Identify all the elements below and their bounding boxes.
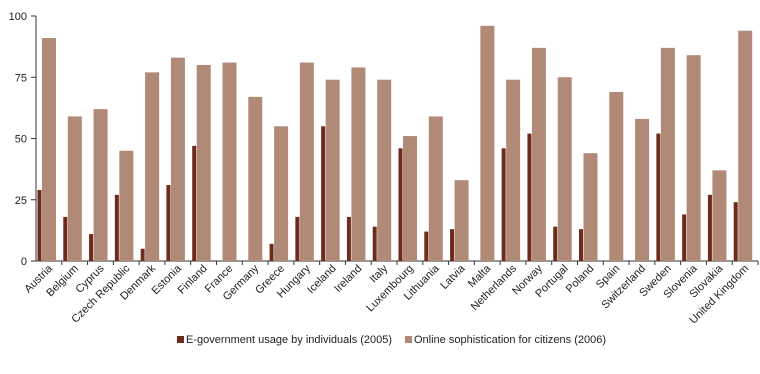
x-tick-label: Ireland [332,263,364,295]
bar-series-1 [656,133,661,261]
bar-series-1 [321,126,326,261]
y-tick-label: 25 [15,195,27,207]
bar-series-1 [140,248,145,261]
bar-series-1 [579,229,583,261]
bar-series-1 [501,148,506,261]
bar-series-2 [377,79,392,261]
bar-series-2 [222,62,237,261]
bar-series-2 [351,67,366,261]
bar-series-2 [686,55,701,262]
x-tick-label: Iceland [305,263,339,297]
bar-series-2 [196,65,211,261]
x-tick-label: Poland [564,263,597,296]
legend: E-government usage by individuals (2005)… [177,334,606,346]
bar-series-1 [424,231,429,261]
bar-series-1 [733,202,738,261]
bar-series-1 [89,234,94,261]
bar-series-2 [531,47,546,261]
bar-series-1 [63,216,68,261]
bar-series-2 [67,116,82,261]
legend-label-series-1: E-government usage by individuals (2005) [186,334,392,346]
legend-swatch-series-1 [177,336,184,343]
bar-series-1 [269,243,274,261]
bar-series-2 [454,180,469,261]
bar-series-1 [37,189,42,261]
bar-series-1 [192,145,197,261]
bar-series-1 [553,226,558,261]
y-tick-label: 100 [9,11,27,23]
bar-series-2 [660,47,675,261]
bar-series-2 [170,57,185,262]
x-tick-label: Finland [176,263,210,297]
bar-series-1 [450,229,455,261]
y-tick-label: 0 [21,256,27,268]
bar-series-2 [325,79,340,261]
legend-label-series-2: Online sophistication for citizens (2006… [414,334,606,346]
bar-series-2 [635,118,650,262]
bar-series-2 [609,91,624,261]
bar-series-1 [166,185,171,261]
bar-series-2 [248,96,263,261]
x-tick-label: Latvia [438,262,468,292]
bar-series-1 [527,133,532,261]
bar-series-2 [557,77,572,261]
bar-series-1 [346,216,351,261]
bar-series-2 [712,170,727,261]
bar-series-2 [274,126,289,261]
bar-series-2 [93,109,108,261]
y-tick-label: 75 [15,72,27,84]
bar-series-1 [114,194,119,261]
legend-swatch-series-2 [405,336,412,343]
bar-series-2 [506,79,521,261]
bar-series-2 [583,153,598,261]
bars [37,25,753,262]
y-tick-labels: 0 25 50 75 100 [9,11,27,268]
bar-series-2 [738,30,753,262]
bar-series-2 [299,62,314,261]
bar-series-1 [295,216,300,261]
bar-series-1 [707,194,712,261]
bar-series-2 [428,116,443,261]
bar-series-2 [403,136,417,261]
bar-series-1 [682,214,687,261]
bar-series-2 [119,150,134,261]
bar-series-1 [372,226,377,261]
bar-series-2 [145,72,160,261]
bar-series-2 [42,38,56,261]
bar-series-1 [398,148,403,261]
y-tick-label: 50 [15,134,27,146]
bar-series-2 [480,25,495,261]
